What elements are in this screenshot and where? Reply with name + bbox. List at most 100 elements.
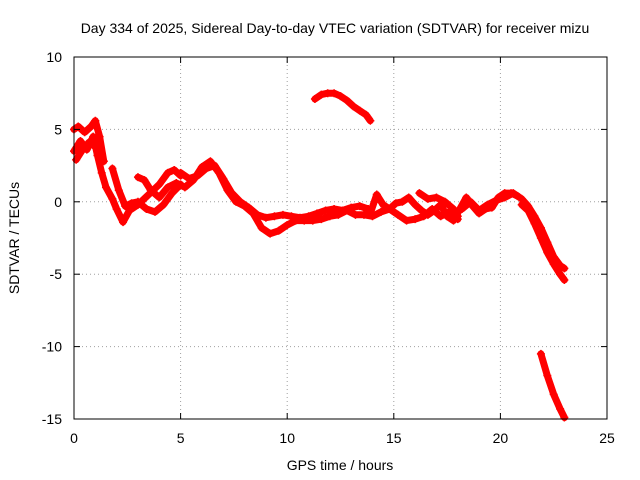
series-trace [366, 189, 521, 225]
series-trace [537, 350, 568, 422]
data-point-marker [355, 106, 364, 115]
x-tick-label: 25 [599, 430, 615, 446]
y-tick-label: 0 [54, 194, 62, 210]
data-point-marker [95, 132, 104, 141]
data-point-marker [347, 203, 356, 212]
data-point-marker [270, 212, 279, 221]
data-point-marker [402, 216, 411, 225]
data-point-marker [543, 371, 552, 380]
grid-layer [74, 57, 607, 419]
data-point-marker [146, 186, 155, 195]
data-point-marker [283, 220, 292, 229]
data-point-marker [462, 193, 471, 202]
data-point-marker [483, 200, 492, 209]
data-point-marker [133, 173, 142, 182]
data-point-marker [458, 205, 467, 214]
data-point-marker [287, 212, 296, 221]
data-point-marker [342, 96, 351, 105]
data-point-marker [244, 203, 253, 212]
data-point-marker [127, 199, 136, 208]
data-point-marker [253, 210, 262, 219]
data-point-marker [377, 207, 386, 216]
x-tick-label: 0 [70, 430, 78, 446]
data-point-marker [500, 193, 509, 202]
series-trace [311, 89, 374, 125]
data-point-marker [108, 164, 117, 173]
data-point-marker [176, 168, 185, 177]
data-point-marker [411, 200, 420, 209]
data-point-marker [372, 190, 381, 199]
data-point-marker [325, 212, 334, 221]
data-point-marker [236, 197, 245, 206]
data-point-marker [338, 206, 347, 215]
data-point-marker [440, 197, 449, 206]
data-point-marker [76, 136, 85, 145]
data-point-marker [91, 116, 100, 125]
data-point-marker [278, 210, 287, 219]
data-point-marker [560, 264, 569, 273]
series-arc-2 [70, 116, 108, 166]
data-point-marker [91, 142, 100, 151]
data-point-marker [556, 270, 565, 279]
data-point-marker [385, 205, 394, 214]
data-point-marker [168, 189, 177, 198]
data-point-marker [536, 234, 545, 242]
data-point-marker [530, 219, 539, 228]
data-point-marker [151, 207, 160, 216]
data-point-marker [423, 194, 432, 203]
data-point-marker [355, 202, 364, 211]
data-point-marker [72, 155, 81, 164]
data-layer [70, 89, 569, 422]
data-point-marker [349, 102, 358, 111]
data-point-marker [366, 209, 375, 218]
chart-title: Day 334 of 2025, Sidereal Day-to-day VTE… [81, 20, 590, 36]
data-point-marker [140, 176, 149, 185]
x-tick-label: 5 [177, 430, 185, 446]
data-point-marker [549, 390, 558, 399]
data-point-marker [193, 171, 202, 180]
x-axis-label: GPS time / hours [287, 457, 394, 473]
y-tick-label: 10 [46, 49, 62, 65]
data-point-marker [423, 210, 432, 219]
x-tick-label: 15 [386, 430, 402, 446]
series-trace [518, 201, 568, 284]
data-point-marker [257, 223, 266, 232]
data-point-marker [180, 183, 189, 192]
data-point-marker [517, 200, 526, 209]
data-point-marker [449, 205, 458, 214]
series-arc-4 [108, 164, 185, 216]
data-point-marker [219, 174, 228, 183]
data-point-marker [411, 215, 420, 224]
data-point-marker [155, 180, 164, 189]
data-point-marker [336, 92, 345, 101]
data-point-marker [133, 197, 142, 206]
data-point-marker [351, 210, 360, 219]
y-tick-label: 5 [54, 121, 62, 137]
data-point-marker [210, 161, 219, 170]
data-point-marker [114, 186, 123, 195]
y-tick-label: -5 [50, 266, 63, 282]
data-point-marker [317, 90, 326, 99]
data-point-marker [155, 193, 164, 202]
data-point-marker [108, 194, 117, 203]
data-point-marker [84, 138, 93, 147]
y-tick-label: -10 [42, 339, 62, 355]
data-point-marker [366, 116, 375, 125]
data-point-marker [142, 205, 151, 214]
data-point-marker [509, 189, 518, 198]
data-point-marker [159, 200, 168, 209]
plot-frame [73, 56, 608, 420]
data-point-marker [321, 206, 330, 215]
data-point-marker [549, 260, 558, 269]
data-point-marker [310, 94, 319, 103]
data-point-marker [417, 206, 426, 215]
series-arc-6 [176, 161, 373, 222]
data-point-marker [449, 216, 458, 225]
data-point-marker [172, 178, 181, 187]
data-point-marker [97, 168, 106, 177]
data-point-marker [443, 212, 452, 221]
data-point-marker [163, 183, 172, 192]
data-point-marker [560, 275, 569, 284]
data-point-marker [362, 110, 371, 119]
data-point-marker [524, 206, 533, 215]
